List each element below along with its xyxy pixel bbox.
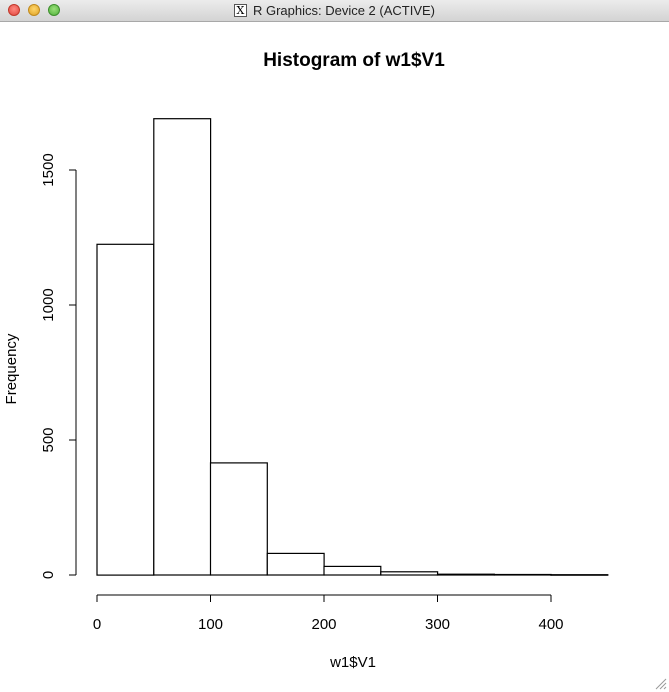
zoom-window-button[interactable] bbox=[48, 4, 60, 16]
y-axis-label: Frequency bbox=[3, 333, 20, 404]
histogram-bar-0 bbox=[96, 243, 155, 576]
y-tick-label-0: 0 bbox=[40, 571, 57, 579]
y-tick-label-500: 500 bbox=[40, 427, 57, 452]
histogram-bar-4 bbox=[323, 565, 382, 576]
histogram-bar-1 bbox=[153, 118, 212, 576]
x-axis: 0 100 200 300 400 bbox=[93, 594, 564, 633]
window-title: R Graphics: Device 2 (ACTIVE) bbox=[252, 3, 436, 18]
chart-title: Histogram of w1$V1 bbox=[263, 50, 445, 71]
y-tick-label-1000: 1000 bbox=[40, 288, 57, 321]
title-bar[interactable]: X R Graphics: Device 2 (ACTIVE) bbox=[0, 0, 669, 22]
histogram-bar-2 bbox=[209, 462, 268, 576]
y-axis: 0 500 1000 1500 bbox=[40, 153, 77, 579]
minimize-window-button[interactable] bbox=[28, 4, 40, 16]
window-title-group: X R Graphics: Device 2 (ACTIVE) bbox=[0, 0, 669, 21]
x11-icon: X bbox=[233, 4, 247, 17]
histogram-bars bbox=[96, 118, 609, 576]
x-tick-label-400: 400 bbox=[538, 616, 563, 633]
x-axis-label: w1$V1 bbox=[329, 654, 376, 671]
close-window-button[interactable] bbox=[8, 4, 20, 16]
x-tick-label-0: 0 bbox=[93, 616, 101, 633]
resize-grip-icon[interactable] bbox=[655, 678, 667, 690]
y-tick-label-1500: 1500 bbox=[40, 153, 57, 186]
x-tick-label-200: 200 bbox=[311, 616, 336, 633]
x-tick-label-100: 100 bbox=[198, 616, 223, 633]
histogram-plot: Histogram of w1$V1 0 500 1000 1500 0 100 200 3… bbox=[3, 50, 609, 671]
histogram-bar-3 bbox=[266, 552, 325, 576]
x-tick-label-300: 300 bbox=[425, 616, 450, 633]
